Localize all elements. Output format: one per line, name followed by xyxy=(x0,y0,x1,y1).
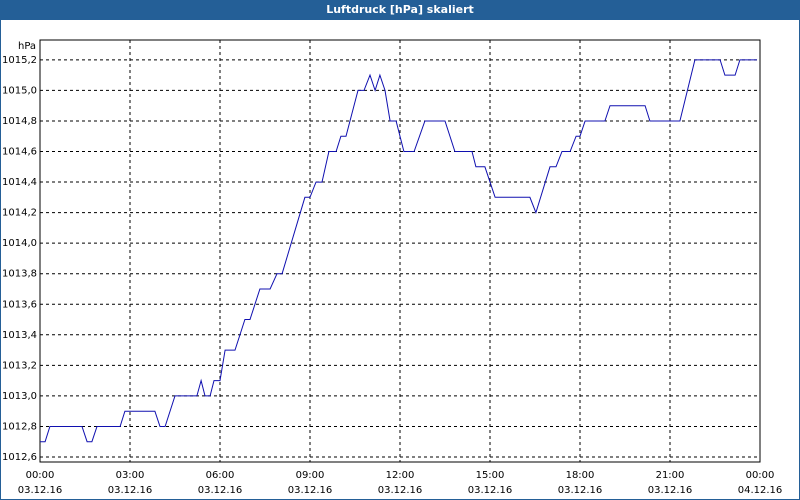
y-tick-label: 1012,6 xyxy=(2,452,37,463)
x-tick-date: 03.12.16 xyxy=(198,485,243,496)
y-tick-label: 1013,8 xyxy=(2,269,37,280)
x-tick-date: 03.12.16 xyxy=(108,485,153,496)
x-tick-label: 12:00 xyxy=(386,470,415,481)
x-tick-date: 04.12.16 xyxy=(738,485,783,496)
y-tick-label: 1014,4 xyxy=(2,177,37,188)
x-tick-date: 03.12.16 xyxy=(18,485,63,496)
x-tick-date: 03.12.16 xyxy=(288,485,333,496)
window-title: Luftdruck [hPa] skaliert xyxy=(326,3,474,16)
x-tick-label: 15:00 xyxy=(476,470,505,481)
x-tick-label: 06:00 xyxy=(206,470,235,481)
y-tick-label: 1014,2 xyxy=(2,208,37,219)
y-tick-label: 1013,2 xyxy=(2,360,37,371)
x-tick-label: 09:00 xyxy=(296,470,325,481)
x-tick-label: 18:00 xyxy=(566,470,595,481)
x-tick-label: 00:00 xyxy=(746,470,775,481)
y-unit: hPa xyxy=(18,41,36,52)
y-tick-label: 1015,0 xyxy=(2,85,37,96)
y-tick-label: 1013,0 xyxy=(2,391,37,402)
x-tick-label: 00:00 xyxy=(26,470,55,481)
y-tick-label: 1013,4 xyxy=(2,330,37,341)
x-tick-date: 03.12.16 xyxy=(648,485,693,496)
data-line xyxy=(40,59,757,443)
y-tick-label: 1014,6 xyxy=(2,147,37,158)
x-tick-date: 03.12.16 xyxy=(378,485,423,496)
y-tick-label: 1014,8 xyxy=(2,116,37,127)
y-tick-label: 1014,0 xyxy=(2,238,37,249)
y-tick-label: 1013,6 xyxy=(2,299,37,310)
y-tick-label: 1012,8 xyxy=(2,421,37,432)
title-bar xyxy=(0,0,800,20)
x-tick-date: 03.12.16 xyxy=(468,485,513,496)
x-tick-label: 21:00 xyxy=(656,470,685,481)
x-tick-label: 03:00 xyxy=(116,470,145,481)
x-tick-date: 03.12.16 xyxy=(558,485,603,496)
y-tick-label: 1015,2 xyxy=(2,55,37,66)
